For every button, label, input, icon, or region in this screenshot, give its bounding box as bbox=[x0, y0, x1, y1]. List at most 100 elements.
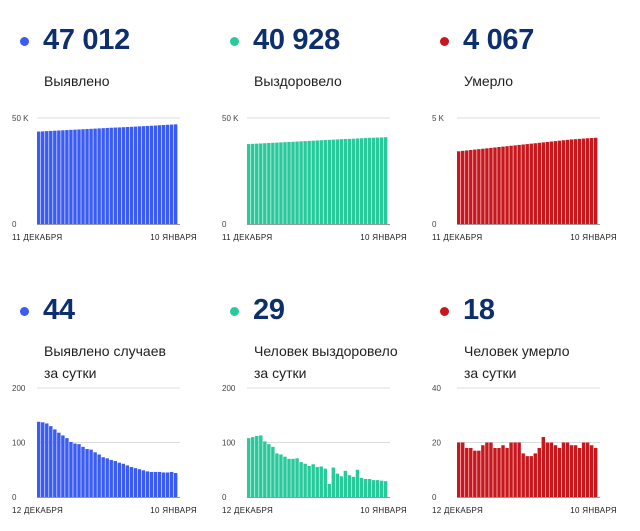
bar bbox=[355, 469, 360, 497]
bar bbox=[49, 426, 53, 497]
legend-dot-icon bbox=[20, 307, 29, 316]
bar bbox=[263, 441, 267, 497]
bar bbox=[161, 472, 166, 497]
stat-label: Выздоровело bbox=[254, 73, 342, 89]
bar bbox=[593, 137, 598, 224]
bar bbox=[541, 142, 546, 224]
bar bbox=[251, 143, 255, 224]
bar bbox=[335, 139, 340, 224]
bar bbox=[573, 445, 578, 497]
stat-card: 40 928 Выздоровело 0 50 K 11 ДЕКАБРЯ 10 ЯНВ… bbox=[210, 0, 420, 260]
bar bbox=[267, 444, 271, 497]
legend-dot-icon bbox=[440, 307, 449, 316]
x-tick-label: 12 ДЕКАБРЯ bbox=[12, 506, 63, 515]
bar bbox=[165, 124, 170, 224]
bar bbox=[299, 462, 303, 497]
bar bbox=[311, 464, 315, 497]
bar bbox=[125, 127, 130, 224]
bar bbox=[497, 147, 501, 224]
bar bbox=[323, 468, 327, 497]
bar bbox=[295, 141, 299, 224]
bar bbox=[513, 442, 517, 497]
stat-value: 44 bbox=[43, 294, 75, 326]
stat-card: 47 012 Выявлено 0 50 K 11 ДЕКАБРЯ 10 ЯНВАРЯ bbox=[0, 0, 210, 260]
bar bbox=[553, 445, 558, 497]
bar bbox=[347, 138, 352, 224]
bar bbox=[109, 127, 113, 224]
bar bbox=[121, 463, 126, 497]
bar bbox=[247, 438, 251, 497]
bar bbox=[169, 471, 174, 497]
bar bbox=[69, 129, 73, 224]
bar bbox=[553, 141, 558, 224]
bar bbox=[271, 142, 275, 224]
bar bbox=[351, 138, 356, 224]
bar bbox=[525, 456, 529, 498]
stat-header: 18 bbox=[440, 296, 495, 325]
bar bbox=[37, 131, 41, 224]
bar bbox=[537, 447, 541, 497]
bar bbox=[247, 144, 251, 224]
bar bbox=[465, 447, 469, 497]
bar bbox=[97, 454, 101, 497]
bar bbox=[287, 458, 291, 497]
bar-chart: 0 20 40 12 ДЕКАБРЯ 10 ЯНВАРЯ bbox=[432, 384, 617, 515]
bar bbox=[299, 141, 303, 224]
bar bbox=[93, 128, 97, 224]
bar bbox=[109, 459, 113, 497]
bar bbox=[129, 467, 134, 497]
bar bbox=[517, 144, 521, 224]
bar bbox=[315, 140, 319, 224]
bar bbox=[363, 479, 368, 497]
bar bbox=[315, 467, 319, 497]
bar bbox=[279, 142, 283, 224]
bar bbox=[589, 445, 594, 497]
bar bbox=[77, 444, 81, 497]
y-tick-label: 20 bbox=[432, 439, 441, 448]
bar bbox=[581, 442, 586, 497]
y-tick-label: 5 K bbox=[432, 114, 445, 123]
x-tick-label: 10 ЯНВАРЯ bbox=[570, 233, 617, 242]
bar bbox=[561, 442, 566, 497]
bar bbox=[493, 147, 497, 224]
legend-dot-icon bbox=[230, 307, 239, 316]
bar bbox=[529, 143, 533, 224]
stat-header: 47 012 bbox=[20, 26, 130, 55]
bar bbox=[149, 471, 154, 497]
bar bbox=[327, 483, 331, 497]
stat-value: 29 bbox=[253, 294, 285, 326]
bar bbox=[485, 442, 489, 497]
bar-chart: 0 50 K 11 ДЕКАБРЯ 10 ЯНВАРЯ bbox=[12, 114, 197, 242]
bar bbox=[287, 141, 291, 224]
bar bbox=[73, 129, 77, 224]
bar bbox=[521, 144, 525, 224]
bar bbox=[509, 145, 513, 224]
bar bbox=[49, 130, 53, 224]
x-tick-label: 12 ДЕКАБРЯ bbox=[222, 506, 273, 515]
bar bbox=[383, 137, 388, 224]
bar bbox=[565, 442, 570, 497]
bar bbox=[359, 477, 364, 497]
bar bbox=[113, 127, 117, 224]
bar bbox=[263, 143, 267, 224]
stat-label: Человек выздоровело за сутки bbox=[254, 343, 398, 381]
bar bbox=[457, 442, 461, 497]
bar bbox=[545, 442, 550, 497]
bar bbox=[593, 447, 598, 497]
bar bbox=[255, 435, 259, 497]
bar bbox=[331, 139, 336, 224]
stat-value: 4 067 bbox=[463, 24, 535, 56]
bar bbox=[165, 472, 170, 497]
bar-chart: 0 100 200 12 ДЕКАБРЯ 10 ЯНВАРЯ bbox=[12, 384, 197, 515]
bar bbox=[513, 145, 517, 224]
bar bbox=[379, 137, 384, 224]
bar bbox=[367, 479, 372, 497]
bar bbox=[367, 137, 372, 224]
bar bbox=[327, 139, 331, 224]
bar bbox=[307, 465, 311, 497]
bar bbox=[57, 432, 61, 497]
bar bbox=[271, 446, 275, 497]
bar bbox=[53, 130, 57, 224]
bar bbox=[141, 126, 146, 224]
bar bbox=[137, 126, 142, 224]
